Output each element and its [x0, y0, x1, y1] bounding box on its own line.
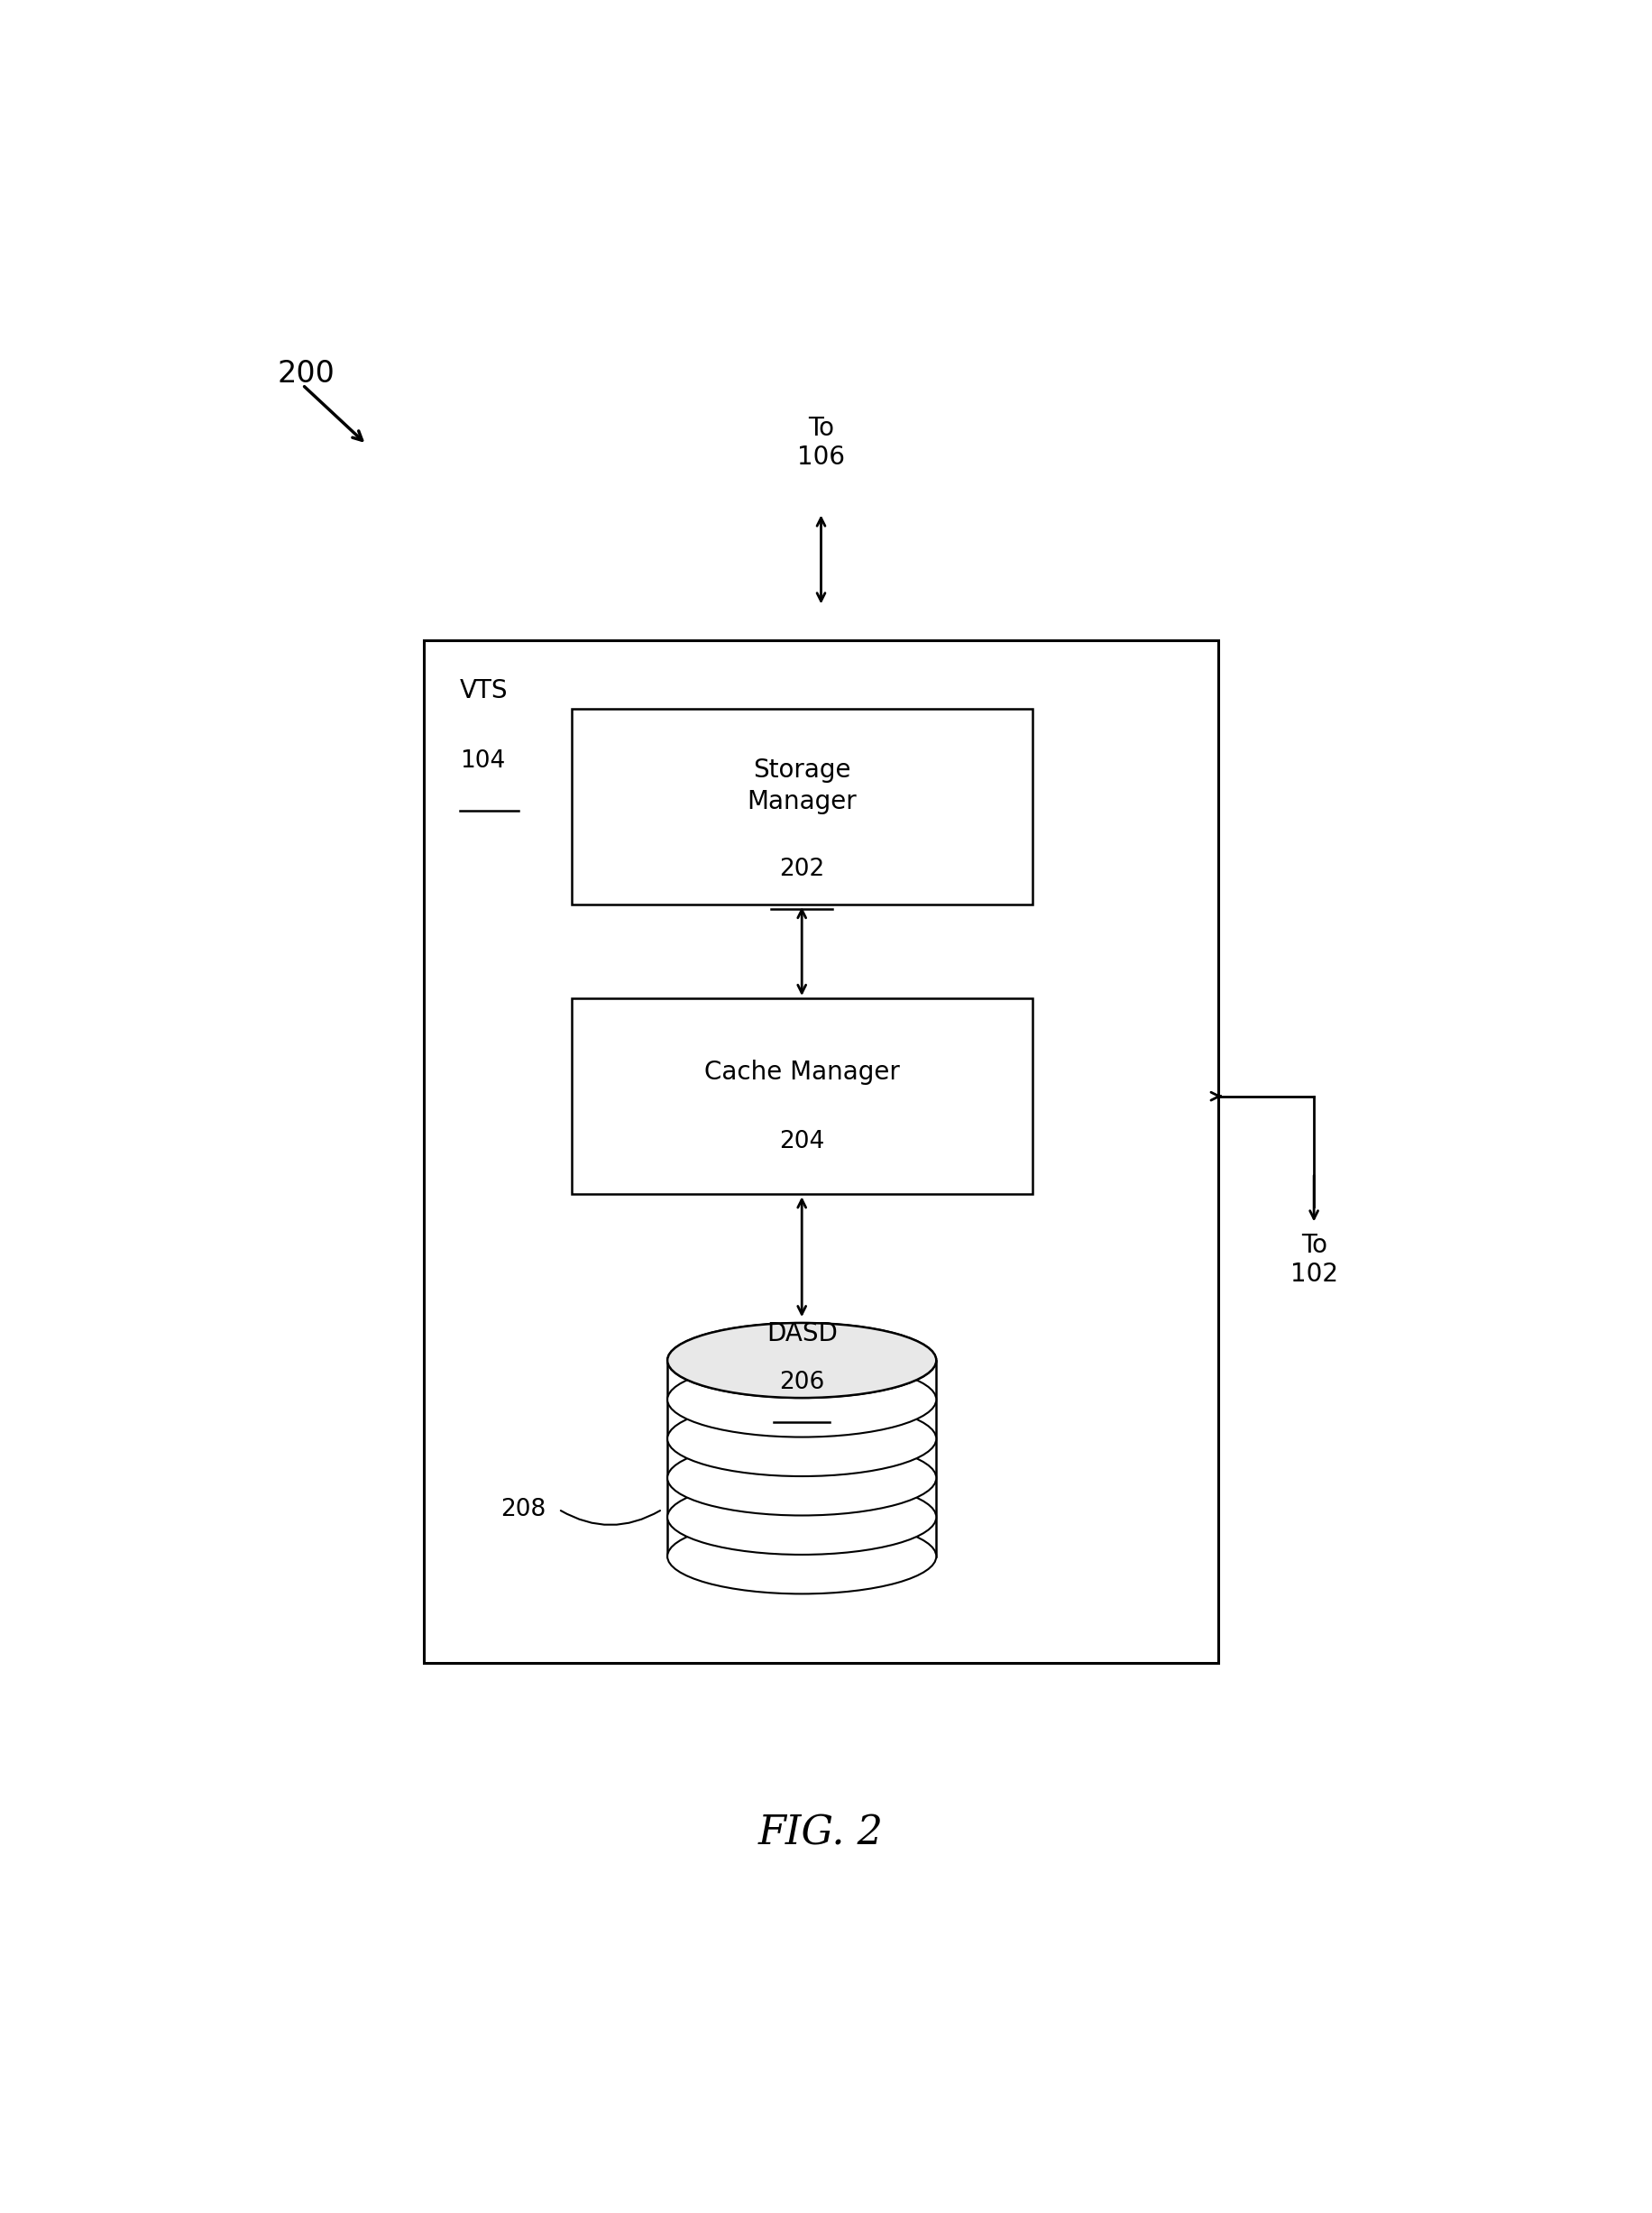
- Ellipse shape: [667, 1518, 937, 1593]
- Text: 206: 206: [780, 1370, 824, 1394]
- Text: 200: 200: [278, 359, 334, 389]
- Ellipse shape: [667, 1323, 937, 1399]
- Bar: [572, 998, 1032, 1195]
- Ellipse shape: [667, 1480, 937, 1556]
- Text: To
102: To 102: [1290, 1233, 1338, 1288]
- Text: FIG. 2: FIG. 2: [758, 1815, 884, 1852]
- Ellipse shape: [667, 1441, 937, 1516]
- Text: 208: 208: [501, 1498, 545, 1520]
- Text: DASD: DASD: [767, 1321, 838, 1348]
- Bar: [425, 640, 1218, 1662]
- Ellipse shape: [667, 1401, 937, 1476]
- Text: 202: 202: [780, 859, 824, 881]
- Bar: [667, 1361, 937, 1556]
- Bar: [572, 708, 1032, 905]
- Ellipse shape: [667, 1361, 937, 1436]
- Ellipse shape: [667, 1323, 937, 1399]
- Text: 204: 204: [780, 1131, 824, 1153]
- Text: VTS: VTS: [459, 677, 509, 704]
- Text: Storage
Manager: Storage Manager: [747, 757, 857, 814]
- Text: 104: 104: [459, 750, 506, 772]
- Text: To
106: To 106: [798, 416, 844, 469]
- Text: Cache Manager: Cache Manager: [704, 1060, 900, 1084]
